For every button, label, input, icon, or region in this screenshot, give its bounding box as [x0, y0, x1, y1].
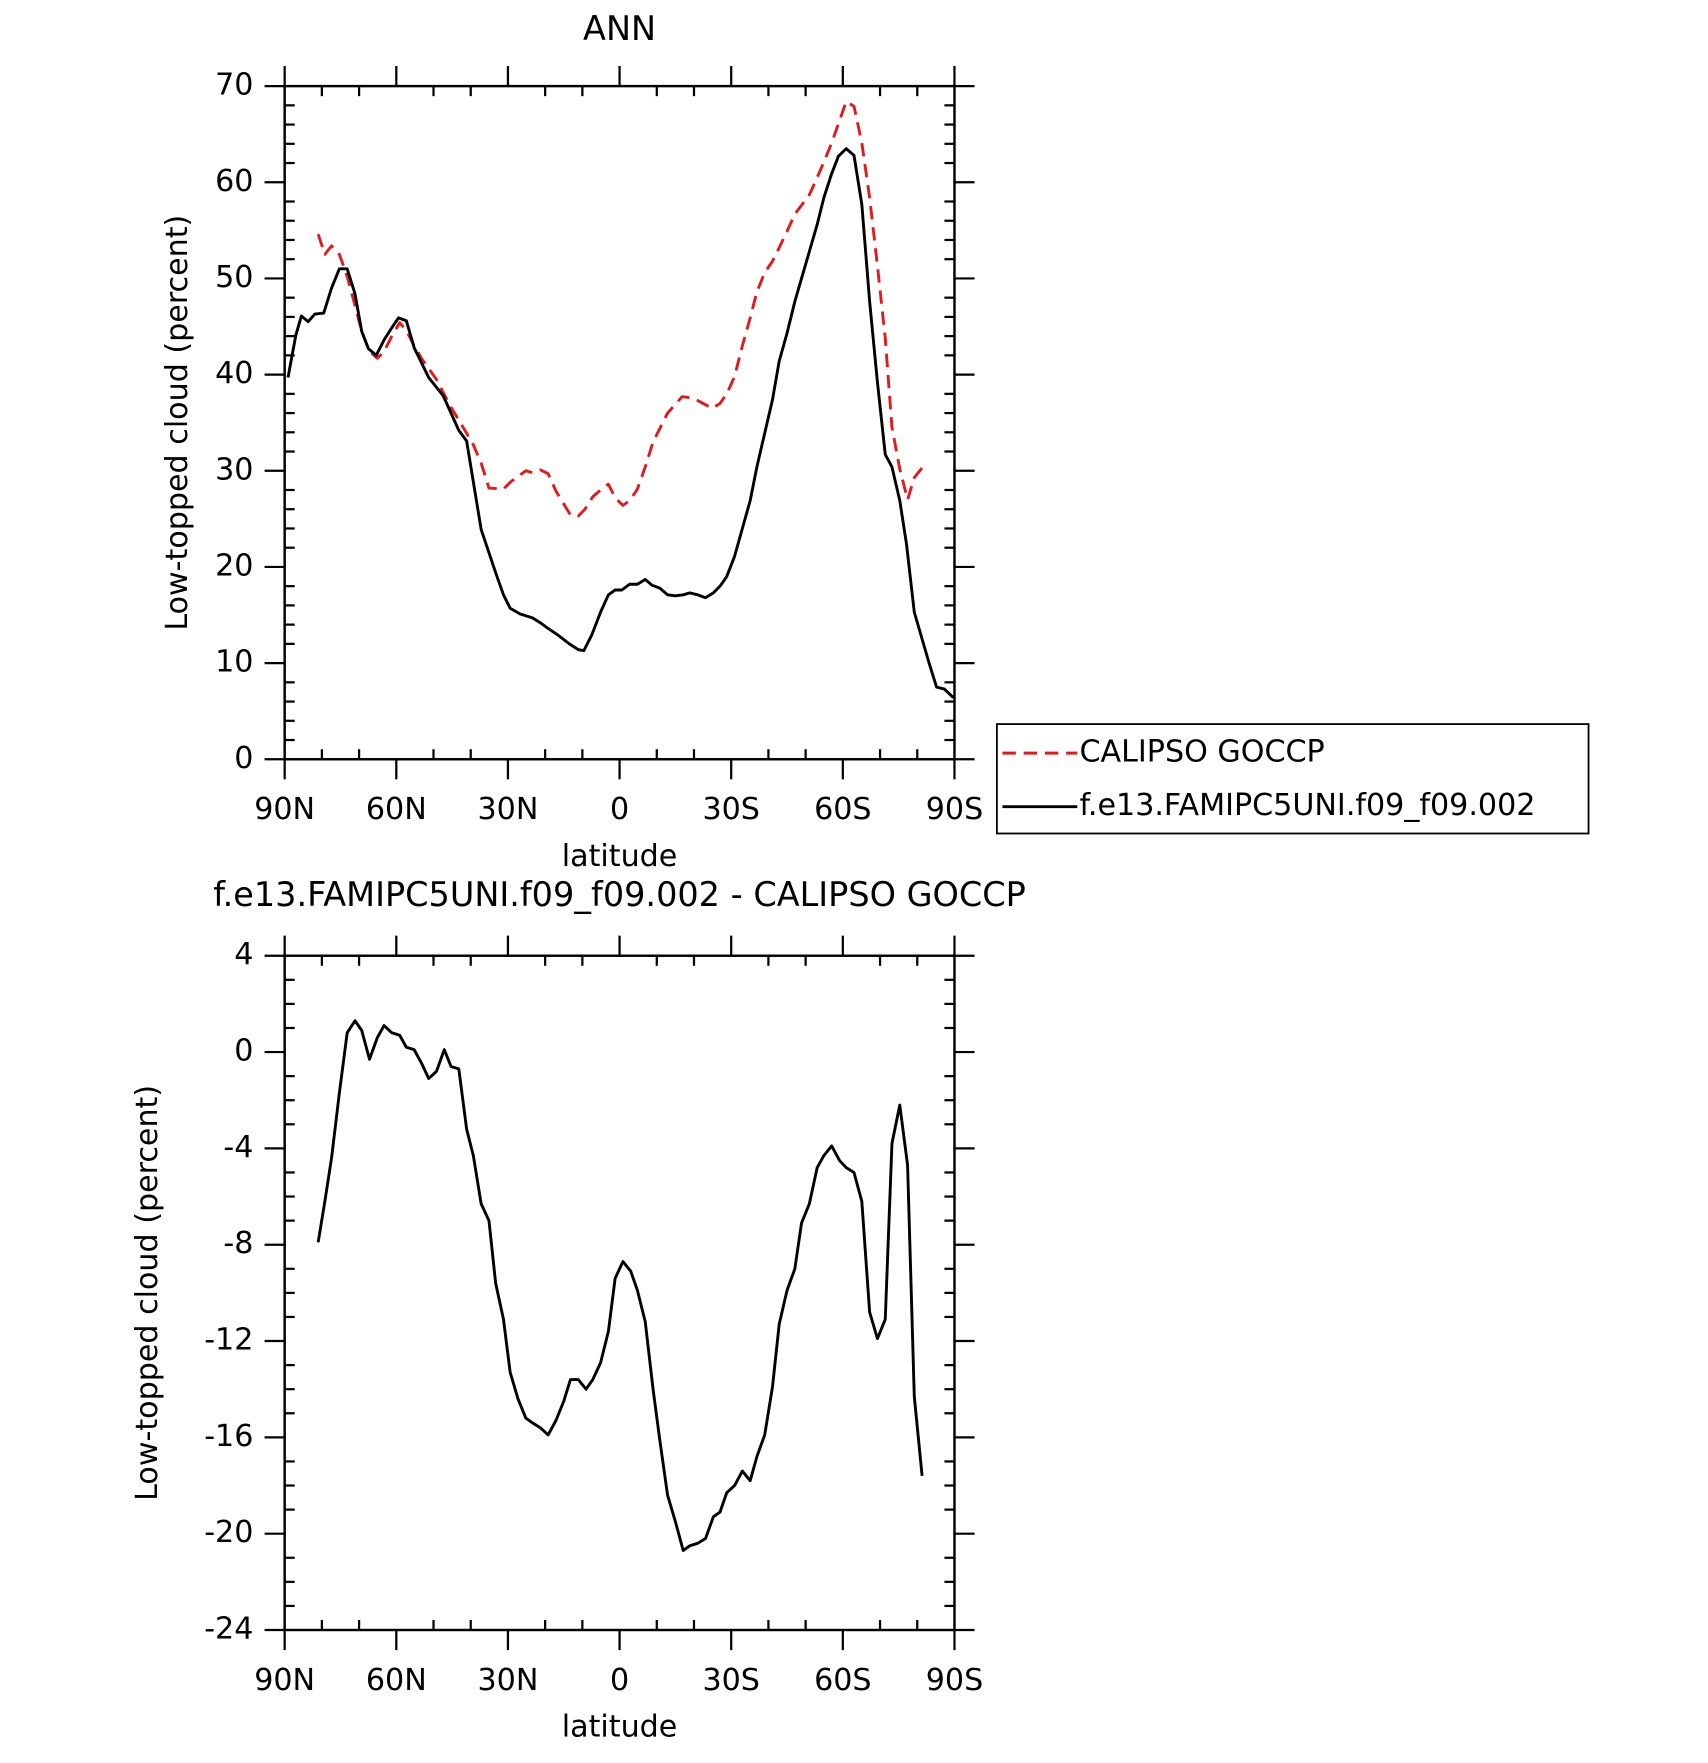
y-tick-label: -4 [223, 1130, 253, 1165]
y-tick-label: -8 [223, 1226, 253, 1261]
y-tick-label: -24 [204, 1612, 253, 1647]
y-tick-label: -20 [204, 1515, 253, 1550]
y-tick-label: 60 [215, 164, 253, 199]
y-tick-label: 30 [215, 452, 253, 487]
x-axis-label: latitude [562, 1710, 678, 1745]
data-line [316, 1019, 924, 1552]
y-tick-label: -16 [204, 1419, 253, 1454]
panel: ANN latitude Low-topped cloud (percent) 0 10… [160, 9, 1590, 874]
y-tick-label: 50 [215, 260, 253, 295]
legend-label: CALIPSO GOCCP [1080, 735, 1325, 770]
chart-title: ANN [583, 9, 656, 48]
x-tick-label: 30N [477, 1663, 538, 1698]
x-tick-label: 90N [254, 792, 315, 827]
legend-box [995, 723, 1590, 835]
y-tick-label: 0 [234, 741, 253, 776]
chart-title: f.e13.FAMIPC5UNI.f09_f09.002 - CALIPSO G… [213, 875, 1026, 914]
y-tick-label: 20 [215, 548, 253, 583]
x-axis-label: latitude [562, 839, 678, 874]
x-tick-label: 60N [366, 792, 427, 827]
y-tick-label: 10 [215, 645, 253, 680]
plot-frame [283, 84, 956, 761]
y-axis-label: Low-topped cloud (percent) [130, 1085, 165, 1501]
x-tick-label: 90N [254, 1663, 315, 1698]
y-tick-label: -12 [204, 1323, 253, 1358]
x-tick-label: 0 [610, 1663, 629, 1698]
x-tick-label: 0 [610, 792, 629, 827]
x-tick-label: 60S [814, 792, 871, 827]
x-tick-label: 60S [814, 1663, 871, 1698]
y-tick-label: 0 [234, 1034, 253, 1069]
plot-frame [283, 954, 956, 1632]
legend-label: f.e13.FAMIPC5UNI.f09_f09.002 [1080, 788, 1536, 823]
y-tick-label: 4 [234, 937, 253, 972]
y-tick-label: 70 [215, 68, 253, 103]
y-axis-label: Low-topped cloud (percent) [160, 215, 195, 631]
data-line [316, 100, 924, 518]
x-tick-label: 30S [702, 792, 759, 827]
x-tick-label: 30N [477, 792, 538, 827]
x-tick-label: 90S [926, 1663, 983, 1698]
x-tick-label: 30S [702, 1663, 759, 1698]
data-line [286, 147, 955, 699]
y-tick-label: 40 [215, 356, 253, 391]
panel: f.e13.FAMIPC5UNI.f09_f09.002 - CALIPSO G… [130, 875, 1026, 1745]
x-tick-label: 60N [366, 1663, 427, 1698]
x-tick-label: 90S [926, 792, 983, 827]
